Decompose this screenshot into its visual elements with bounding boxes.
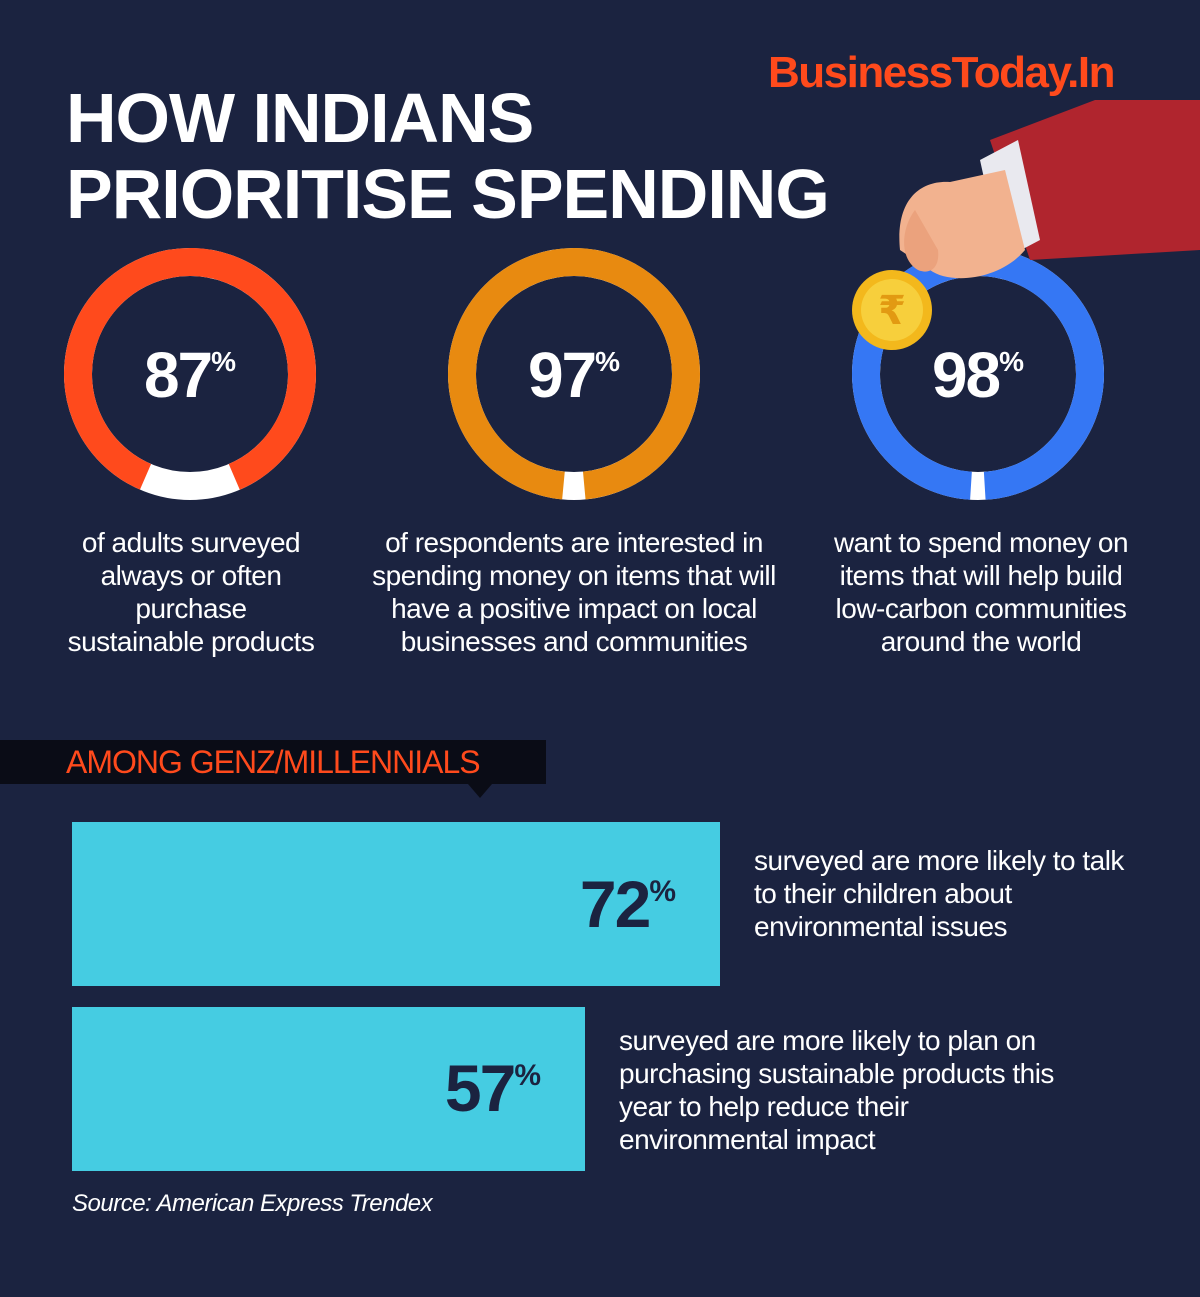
ring-value-2: 97% [527, 339, 621, 411]
ring-caption-2: of respondents are interested in spendin… [372, 527, 776, 657]
bar-caption-1: surveyed are more likely to talk to thei… [754, 845, 1124, 942]
hand-with-rupee-coin-icon: ₹ [852, 100, 1200, 350]
section-tag: AMONG GENZ/MILLENNIALS [0, 740, 546, 784]
source-note: Source: American Express Trendex [72, 1190, 433, 1217]
ring-arc-2 [448, 248, 700, 500]
ring-caption-3: want to spend money on items that will h… [833, 527, 1129, 657]
brand-logo: BusinessToday.In [768, 48, 1116, 97]
tag-pointer [468, 784, 492, 798]
rupee-coin-icon: ₹ [852, 270, 932, 350]
title-line-1: HOW INDIANS [66, 79, 534, 157]
bar-value-1: 72% [579, 867, 676, 941]
bar-caption-2: surveyed are more likely to plan on purc… [619, 1025, 1054, 1155]
ring-caption-1: of adults surveyed always or often purch… [67, 527, 315, 657]
bar-57 [72, 1007, 585, 1171]
title-line-2: PRIORITISE SPENDING [66, 155, 830, 233]
bar-value-2: 57% [444, 1051, 541, 1125]
page-title: HOW INDIANS PRIORITISE SPENDING [66, 79, 830, 233]
bar-72 [72, 822, 720, 986]
ring-value-3: 98% [931, 339, 1025, 411]
svg-text:₹: ₹ [878, 288, 906, 334]
ring-arc-1 [64, 248, 316, 500]
section-tag-label: AMONG GENZ/MILLENNIALS [66, 744, 481, 780]
ring-value-1: 87% [143, 339, 237, 411]
donut-chart-group [64, 248, 1104, 500]
